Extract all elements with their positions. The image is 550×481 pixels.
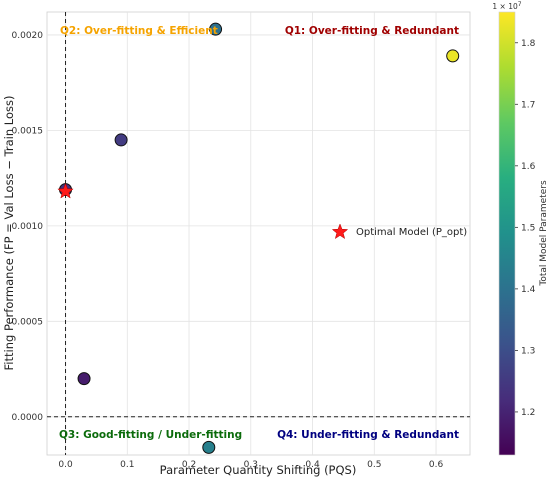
- colorbar-scale-note: 1 × 107: [492, 1, 521, 11]
- quadrant-label: Q4: Under-fitting & Redundant: [277, 429, 459, 441]
- x-tick-label: 0.6: [429, 460, 444, 470]
- legend-label: Optimal Model (P_opt): [356, 227, 467, 238]
- x-tick-label: 0.0: [58, 460, 73, 470]
- tick-labels: 0.0 0.1 0.2 0.3 0.4 0.5 0.6 0.0000 0.0005 0.0010 0…: [12, 31, 444, 470]
- colorbar-tick-label: 1.3: [521, 346, 535, 356]
- y-tick-label: 0.0000: [12, 413, 44, 423]
- quadrant-labels: Q1: Over-fitting & Redundant Q2: Over-fit…: [59, 25, 459, 441]
- colorbar: 1 × 107 1.2 1.3 1.4 1.5 1.6 1.7 1.8 Total Mode…: [492, 1, 549, 456]
- optimal-model-star: [57, 182, 74, 199]
- colorbar-tick-label: 1.6: [521, 162, 536, 172]
- legend-star-marker: [331, 223, 349, 240]
- x-axis-label: Parameter Quantity Shifting (PQS): [160, 463, 357, 477]
- quadrant-label: Q1: Over-fitting & Redundant: [285, 25, 459, 37]
- y-tick-label: 0.0020: [12, 31, 44, 41]
- data-point: [114, 133, 128, 147]
- y-tick-label: 0.0010: [12, 222, 44, 232]
- y-tick-label: 0.0015: [12, 126, 44, 136]
- colorbar-tick-label: 1.4: [521, 285, 536, 295]
- x-tick-label: 0.1: [120, 460, 134, 470]
- quadrant-label: Q2: Over-fitting & Efficient: [60, 25, 218, 37]
- x-tick-label: 0.4: [305, 460, 320, 470]
- data-points: [57, 22, 460, 454]
- legend: Optimal Model (P_opt): [331, 223, 467, 240]
- colorbar-ticks: 1.2 1.3 1.4 1.5 1.6 1.7 1.8: [515, 39, 536, 418]
- y-tick-label: 0.0005: [12, 317, 44, 327]
- x-tick-label: 0.2: [182, 460, 196, 470]
- quadrant-label: Q3: Good-fitting / Under-fitting: [59, 429, 242, 441]
- x-tick-label: 0.5: [367, 460, 381, 470]
- colorbar-tick-label: 1.2: [521, 408, 535, 418]
- reference-lines: [47, 12, 470, 455]
- colorbar-tick-label: 1.7: [521, 100, 535, 110]
- data-point: [446, 49, 460, 63]
- data-point: [202, 440, 216, 454]
- x-tick-label: 0.3: [244, 460, 258, 470]
- colorbar-gradient: [498, 11, 516, 456]
- colorbar-label: Total Model Parameters: [539, 180, 549, 287]
- y-axis-label: Fitting Performance (FP = Val Loss − Tra…: [2, 96, 16, 371]
- data-point: [77, 372, 91, 386]
- plot-area: [46, 11, 471, 456]
- colorbar-tick-label: 1.8: [521, 39, 536, 49]
- data-point: [209, 22, 223, 36]
- colorbar-tick-label: 1.5: [521, 223, 535, 233]
